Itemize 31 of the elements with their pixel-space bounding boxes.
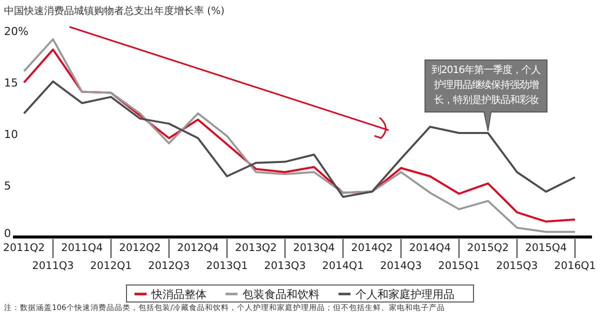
x-tick-label: 2016Q1 [554, 260, 596, 272]
x-tick-label: 2015Q4 [525, 242, 568, 254]
legend-label: 快消品整体 [150, 288, 206, 301]
x-tick-label: 2013Q3 [264, 260, 306, 272]
x-tick-label: 2011Q4 [61, 242, 104, 254]
x-tick-label: 2014Q2 [351, 242, 393, 254]
x-tick-label: 2013Q1 [206, 260, 248, 272]
y-tick-label: 20% [4, 25, 28, 38]
x-tick-label: 2012Q2 [119, 242, 161, 254]
x-tick-label: 2013Q2 [235, 242, 277, 254]
x-tick-label: 2014Q4 [409, 242, 452, 254]
x-tick-label: 2011Q3 [32, 260, 74, 272]
chart-title: 中国快速消费品城镇购物者总支出年度增长率 (%) [4, 5, 225, 17]
x-tick-label: 2015Q2 [467, 242, 509, 254]
x-tick-label: 2014Q3 [380, 260, 422, 272]
y-tick-label: 5 [4, 180, 11, 192]
x-tick-label: 2013Q4 [293, 242, 336, 254]
x-tick-label: 2012Q3 [148, 260, 190, 272]
x-tick-label: 2014Q1 [322, 260, 364, 272]
legend-label: 包装食品和饮料 [242, 288, 320, 301]
x-tick-label: 2012Q4 [177, 242, 220, 254]
y-tick-label: 15 [4, 76, 18, 90]
x-tick-label: 2015Q3 [496, 260, 538, 272]
callout: 到2016年第一季度，个人护理用品继续保持强劲增长，特别是护肤品和彩妆 [424, 60, 548, 132]
x-tick-label: 2011Q2 [3, 242, 45, 254]
x-tick-label: 2012Q1 [90, 260, 132, 272]
x-tick-label: 2015Q1 [438, 260, 480, 272]
y-tick-label: 0 [4, 227, 11, 240]
annotation: 到2016年第一季度，个人护理用品继续保持强劲增长，特别是护肤品和彩妆 [430, 64, 542, 108]
legend-label: 个人和家庭护理用品 [356, 288, 454, 301]
y-tick-label: 10 [4, 128, 18, 141]
